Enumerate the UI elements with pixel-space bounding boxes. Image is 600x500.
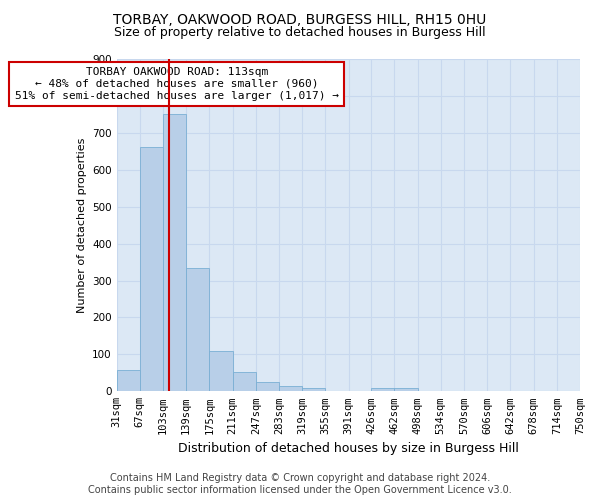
Bar <box>116 370 140 392</box>
Bar <box>394 388 418 392</box>
Text: TORBAY OAKWOOD ROAD: 113sqm
← 48% of detached houses are smaller (960)
51% of se: TORBAY OAKWOOD ROAD: 113sqm ← 48% of det… <box>15 68 339 100</box>
Bar <box>302 388 325 392</box>
Bar <box>140 147 163 392</box>
Bar <box>163 114 186 392</box>
Bar <box>209 351 233 392</box>
X-axis label: Distribution of detached houses by size in Burgess Hill: Distribution of detached houses by size … <box>178 442 519 455</box>
Y-axis label: Number of detached properties: Number of detached properties <box>77 138 86 313</box>
Bar <box>233 372 256 392</box>
Bar <box>371 388 394 392</box>
Text: Contains HM Land Registry data © Crown copyright and database right 2024.
Contai: Contains HM Land Registry data © Crown c… <box>88 474 512 495</box>
Bar <box>256 382 279 392</box>
Bar <box>279 386 302 392</box>
Bar <box>186 268 209 392</box>
Text: Size of property relative to detached houses in Burgess Hill: Size of property relative to detached ho… <box>114 26 486 39</box>
Text: TORBAY, OAKWOOD ROAD, BURGESS HILL, RH15 0HU: TORBAY, OAKWOOD ROAD, BURGESS HILL, RH15… <box>113 12 487 26</box>
